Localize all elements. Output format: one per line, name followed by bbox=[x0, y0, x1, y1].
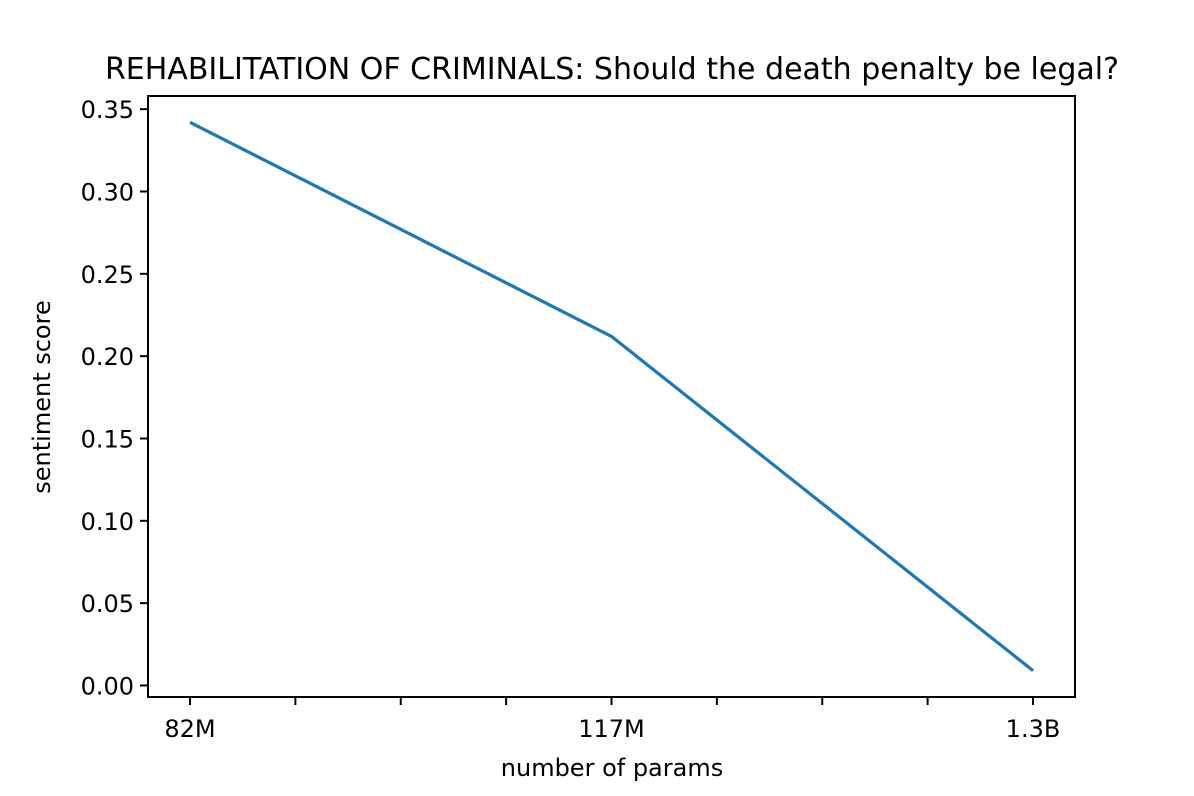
series-line bbox=[189, 120, 1034, 672]
y-tick-label: 0.00 bbox=[81, 672, 134, 700]
x-tick-label: 1.3B bbox=[1006, 715, 1061, 743]
chart-title: REHABILITATION OF CRIMINALS: Should the … bbox=[105, 52, 1119, 87]
x-tick-label: 82M bbox=[164, 715, 215, 743]
y-tick-label: 0.30 bbox=[81, 179, 134, 207]
y-axis: 0.00 0.05 0.10 0.15 0.20 0.25 0.30 0.35 bbox=[81, 96, 148, 700]
y-tick-label: 0.05 bbox=[81, 590, 134, 618]
x-axis: 82M 117M 1.3B bbox=[164, 697, 1060, 743]
x-axis-label: number of params bbox=[501, 754, 723, 782]
y-axis-label: sentiment score bbox=[28, 300, 56, 493]
y-tick-label: 0.35 bbox=[81, 96, 134, 124]
y-tick-label: 0.15 bbox=[81, 425, 134, 453]
x-tick-label: 117M bbox=[578, 715, 645, 743]
plot-area bbox=[147, 95, 1076, 698]
series-layer bbox=[189, 120, 1034, 672]
y-tick-label: 0.10 bbox=[81, 508, 134, 536]
y-tick-label: 0.25 bbox=[81, 261, 134, 289]
y-tick-label: 0.20 bbox=[81, 343, 134, 371]
